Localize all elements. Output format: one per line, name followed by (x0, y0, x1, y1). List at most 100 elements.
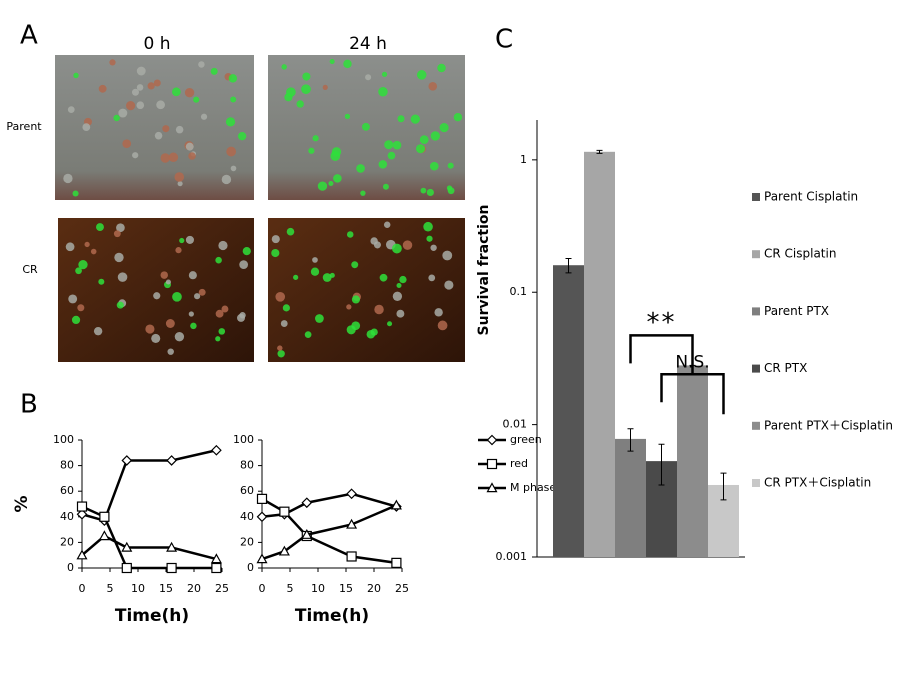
marker (390, 499, 402, 510)
cell (160, 271, 168, 279)
cell (365, 74, 372, 81)
cell (153, 292, 161, 300)
x-tick-label: 5 (287, 582, 294, 595)
cell (387, 151, 396, 160)
cell (185, 235, 194, 244)
cell (226, 146, 237, 157)
marker (256, 511, 268, 523)
cell (174, 172, 185, 182)
marker (166, 562, 177, 574)
cell (391, 243, 402, 254)
marker (256, 553, 268, 564)
cell (293, 274, 299, 280)
cell (423, 221, 433, 232)
marker (98, 530, 110, 541)
cell (221, 174, 232, 185)
cell (136, 101, 145, 110)
bracket (629, 334, 694, 376)
column-label: 24 h (349, 34, 387, 54)
cell (420, 187, 427, 194)
cell (453, 113, 463, 122)
error-bar (720, 472, 727, 501)
cell (428, 82, 438, 91)
marker (346, 488, 357, 500)
cell (136, 84, 144, 91)
cell (147, 82, 155, 90)
legend-label: Parent PTX (764, 304, 829, 318)
cell (343, 59, 352, 69)
cell (188, 311, 194, 317)
cell (301, 84, 311, 95)
x-tick-label: 15 (159, 582, 173, 595)
cell (154, 131, 163, 140)
cell (317, 181, 328, 191)
cell (362, 122, 370, 131)
marker (166, 455, 177, 466)
cell (126, 101, 136, 111)
y-tick-label: 1 (520, 153, 527, 166)
cell (330, 151, 341, 161)
y-tick-label: 20 (240, 535, 254, 548)
cell (65, 242, 75, 252)
cell (275, 291, 286, 302)
cell (370, 328, 378, 336)
y-tick-label: 20 (60, 535, 74, 548)
x-axis-title: Time(h) (295, 606, 369, 626)
cell (225, 117, 236, 127)
cell (430, 244, 437, 251)
cell (383, 221, 391, 229)
cell (446, 185, 453, 191)
marker (256, 493, 268, 504)
panel-label: C (495, 25, 513, 55)
cell (387, 321, 393, 327)
cell (382, 183, 389, 190)
y-tick-label: 0 (247, 561, 254, 574)
cell (356, 164, 365, 173)
annotation: N.S. (675, 352, 709, 372)
y-tick-label: 0 (67, 561, 74, 574)
cell (198, 288, 206, 296)
cell (165, 319, 175, 328)
legend-swatch (752, 250, 760, 259)
cell (194, 293, 201, 300)
cell (280, 320, 288, 327)
cell (271, 248, 280, 258)
cell (185, 142, 194, 151)
y-tick-label: 0.01 (503, 418, 528, 431)
cell (286, 227, 295, 236)
marker (99, 511, 110, 522)
x-tick-label: 10 (131, 582, 145, 595)
marker (210, 553, 222, 564)
y-tick-label: 100 (53, 433, 74, 446)
x-tick-label: 25 (395, 582, 409, 595)
cell (193, 96, 200, 103)
micrograph (268, 218, 465, 362)
cell (360, 190, 366, 196)
cell (175, 125, 184, 134)
cell (118, 108, 128, 118)
cell (399, 275, 407, 284)
cell (429, 161, 439, 171)
cell (75, 267, 82, 275)
cell (281, 64, 287, 70)
cell (162, 125, 170, 133)
cell (221, 305, 229, 313)
cell (218, 240, 228, 251)
marker (391, 557, 402, 568)
cell (434, 308, 443, 317)
cell (239, 260, 249, 269)
marker (301, 528, 313, 539)
cell (426, 188, 434, 197)
cell (344, 113, 351, 120)
marker (486, 434, 498, 446)
line (81, 449, 217, 523)
legend-label: CR PTX (764, 361, 807, 375)
cell (188, 152, 196, 160)
marker (211, 444, 222, 456)
cell (333, 174, 342, 183)
cell (131, 88, 139, 96)
legend-swatch (752, 193, 760, 201)
cell (437, 63, 446, 73)
cell (322, 273, 332, 282)
bracket (660, 373, 725, 415)
